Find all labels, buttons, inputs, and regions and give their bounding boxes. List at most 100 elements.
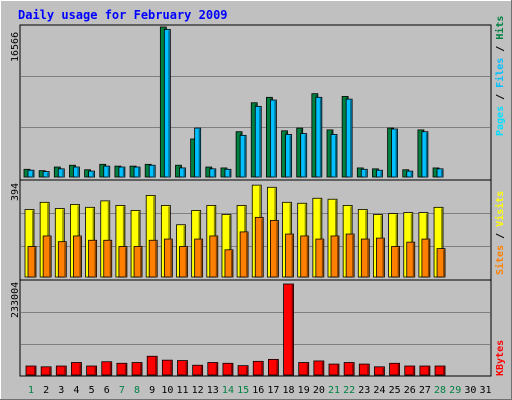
kbytes-bar bbox=[252, 360, 264, 376]
sites-bar bbox=[330, 235, 340, 278]
files-bar bbox=[88, 170, 95, 178]
legend-hits-files-pages: Pages / Files / Hits bbox=[494, 16, 506, 136]
day-label: 15 bbox=[237, 385, 249, 396]
sites-bar bbox=[360, 238, 370, 278]
kbytes-bar bbox=[40, 366, 52, 376]
sites-bar bbox=[224, 249, 234, 278]
files-bar bbox=[73, 166, 80, 178]
kbytes-bar bbox=[161, 359, 173, 376]
legend-visits: Visits bbox=[494, 191, 506, 227]
day-label: 2 bbox=[43, 385, 49, 396]
legend-pages: Pages bbox=[495, 106, 506, 136]
day-label: 7 bbox=[119, 385, 125, 396]
sites-bar bbox=[254, 216, 264, 278]
sites-bar bbox=[179, 246, 188, 278]
sites-bar bbox=[376, 237, 385, 278]
day-label: 23 bbox=[358, 385, 370, 396]
kbytes-bar bbox=[434, 365, 446, 376]
sites-bar bbox=[57, 241, 67, 278]
sites-bar bbox=[163, 238, 173, 278]
files-bar bbox=[133, 166, 141, 178]
files-bar bbox=[345, 98, 353, 178]
day-label: 25 bbox=[389, 385, 401, 396]
sites-bar bbox=[88, 239, 97, 278]
files-bar bbox=[194, 127, 202, 178]
day-label: 26 bbox=[404, 385, 416, 396]
kbytes-bar bbox=[267, 358, 279, 376]
kbytes-bar bbox=[192, 364, 204, 376]
sites-bar bbox=[103, 239, 113, 278]
day-label: 19 bbox=[298, 385, 310, 396]
sites-bar bbox=[436, 248, 446, 278]
day-label: 28 bbox=[434, 385, 446, 396]
kbytes-bar bbox=[55, 365, 67, 376]
day-label: 16 bbox=[252, 385, 264, 396]
files-bar bbox=[118, 166, 126, 178]
files-bar bbox=[163, 29, 171, 178]
day-label: 29 bbox=[449, 385, 461, 396]
day-label: 10 bbox=[161, 385, 173, 396]
kbytes-bar bbox=[313, 360, 325, 376]
sites-bar bbox=[315, 238, 325, 278]
legend-kbytes: KBytes bbox=[495, 340, 506, 376]
day-label: 1 bbox=[28, 385, 34, 396]
sites-bar bbox=[421, 238, 431, 278]
files-bar bbox=[391, 128, 399, 178]
legend-hits: Hits bbox=[494, 16, 506, 40]
kbytes-bar bbox=[146, 355, 158, 376]
sites-bar bbox=[42, 235, 52, 278]
kbytes-bar bbox=[116, 362, 128, 376]
kbytes-bars bbox=[25, 283, 446, 376]
legend-sites-visits: Sites / Visits bbox=[494, 191, 506, 275]
sites-bar bbox=[269, 220, 279, 278]
sites-bar bbox=[73, 235, 82, 278]
files-bar bbox=[209, 168, 217, 178]
kbytes-bar bbox=[374, 366, 385, 376]
kbytes-bar bbox=[404, 365, 416, 376]
visits-sites-bars bbox=[24, 184, 446, 278]
day-label: 5 bbox=[89, 385, 95, 396]
day-label: 24 bbox=[373, 385, 385, 396]
files-bar bbox=[330, 134, 338, 178]
sites-bar bbox=[406, 241, 416, 278]
sites-bar bbox=[239, 231, 249, 278]
files-bar bbox=[42, 171, 50, 178]
hits-files-bars bbox=[23, 26, 444, 178]
kbytes-bar bbox=[25, 365, 37, 376]
sites-bar bbox=[194, 238, 204, 278]
sites-bar bbox=[133, 246, 143, 278]
kbytes-bar bbox=[419, 365, 431, 376]
day-label: 30 bbox=[464, 385, 476, 396]
kbytes-bar bbox=[389, 362, 401, 376]
day-label: 6 bbox=[104, 385, 110, 396]
files-bar bbox=[148, 164, 156, 178]
legend-sites: Sites bbox=[494, 245, 506, 275]
files-bar bbox=[27, 169, 35, 178]
files-bar bbox=[285, 134, 292, 178]
files-bar bbox=[57, 168, 65, 178]
day-label: 27 bbox=[419, 385, 431, 396]
files-bar bbox=[436, 168, 444, 178]
sites-bar bbox=[209, 235, 219, 278]
day-labels: 1 2 3 4 5 6 7 8 9 10 11 12 13 14 15 16 17 18 19 20 21 22 23 24 2… bbox=[28, 385, 492, 396]
day-label: 14 bbox=[222, 385, 234, 396]
day-label: 31 bbox=[479, 385, 491, 396]
kbytes-bar bbox=[222, 362, 234, 376]
day-label: 3 bbox=[58, 385, 64, 396]
files-bar bbox=[269, 99, 277, 178]
day-label: 8 bbox=[134, 385, 140, 396]
day-label: 13 bbox=[207, 385, 219, 396]
files-bar bbox=[300, 133, 308, 178]
files-bar bbox=[179, 167, 186, 178]
day-label: 18 bbox=[283, 385, 295, 396]
kbytes-bar bbox=[298, 362, 310, 376]
sites-bar bbox=[391, 246, 401, 278]
kbytes-bar bbox=[283, 283, 294, 376]
files-bar bbox=[239, 134, 247, 178]
legend-files: Files bbox=[494, 58, 506, 88]
kbytes-bar bbox=[71, 362, 82, 376]
kbytes-bar bbox=[207, 362, 219, 376]
sites-bar bbox=[345, 233, 355, 278]
files-bar bbox=[360, 168, 368, 178]
